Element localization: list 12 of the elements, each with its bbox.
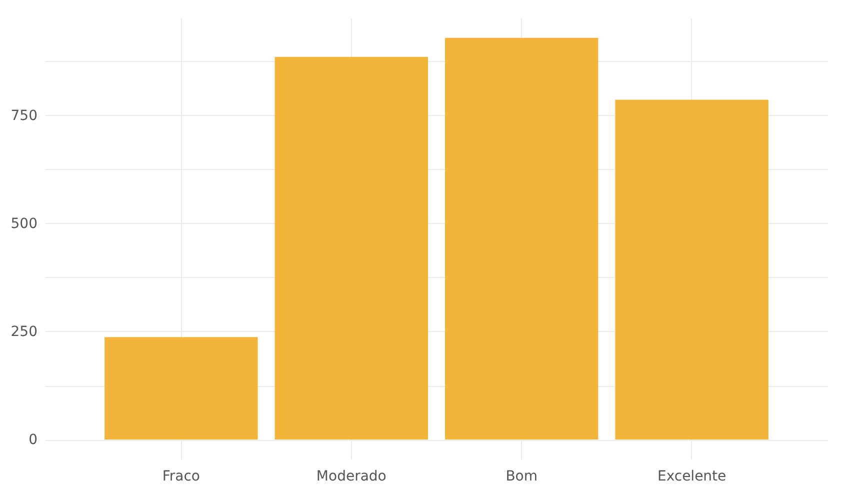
bar <box>445 38 598 440</box>
x-tick-label: Bom <box>506 468 538 484</box>
y-tick-label: 750 <box>10 108 38 124</box>
bar <box>274 56 428 440</box>
bar <box>615 100 768 440</box>
x-tick-label: Moderado <box>316 468 386 484</box>
bar <box>104 337 258 440</box>
y-tick-label: 250 <box>10 324 38 340</box>
y-tick-label: 500 <box>10 216 38 232</box>
x-tick-label: Fraco <box>162 468 200 484</box>
x-tick-label: Excelente <box>657 468 726 484</box>
y-tick-label: 0 <box>28 432 38 448</box>
